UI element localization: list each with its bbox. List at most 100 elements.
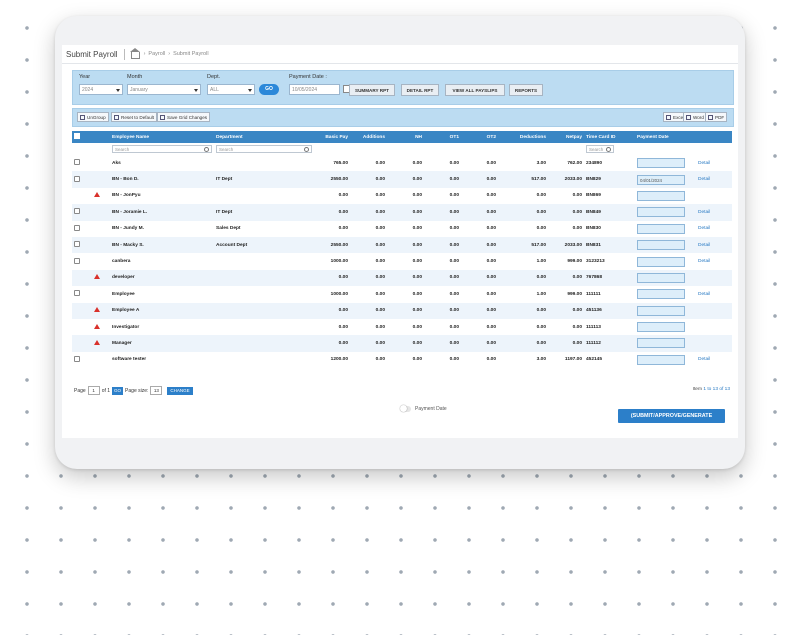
export-pdf-button[interactable]: PDF — [705, 112, 728, 122]
dept-select-value: ALL — [210, 87, 219, 93]
table-row[interactable]: canbera 1000.00 0.00 0.00 0.00 0.00 1.00 999.00… — [72, 253, 732, 269]
home-icon[interactable] — [129, 47, 140, 59]
col-basic-pay[interactable]: Basic Pay — [302, 131, 350, 143]
detail-cell — [696, 335, 732, 352]
year-select[interactable]: 2024 — [79, 84, 123, 95]
department-search-input[interactable]: Search — [216, 145, 312, 153]
payment-date-field[interactable] — [637, 158, 685, 169]
table-row[interactable]: BN - JonPyu 0.00 0.00 0.00 0.00 0.00 0.00 0.00 B… — [72, 188, 732, 204]
table-row[interactable]: Employee A 0.00 0.00 0.00 0.00 0.00 0.00 0.00 45… — [72, 302, 732, 319]
row-checkbox-cell[interactable] — [72, 171, 110, 188]
payment-date-toggle[interactable] — [400, 405, 411, 412]
payment-date-field[interactable] — [637, 256, 685, 267]
payment-date-field[interactable] — [637, 305, 685, 316]
save-grid-button[interactable]: Save Grid Changes — [157, 112, 211, 122]
payment-date-field[interactable] — [637, 240, 685, 251]
warning-icon — [94, 274, 100, 280]
payment-date-field[interactable] — [637, 190, 685, 201]
row-checkbox-cell[interactable] — [72, 253, 110, 269]
row-checkbox-cell[interactable] — [72, 155, 110, 171]
page-go-button[interactable]: GO — [112, 386, 124, 395]
dept-select[interactable]: ALL — [207, 84, 255, 95]
row-checkbox[interactable] — [74, 257, 80, 264]
table-row[interactable]: developer 0.00 0.00 0.00 0.00 0.00 0.00 0.00 767… — [72, 269, 732, 287]
nh-cell: 0.00 — [412, 291, 422, 297]
page-size-change-button[interactable]: CHANGE — [167, 386, 193, 395]
col-employee-name[interactable]: Employee Name — [110, 131, 214, 143]
page-number-input[interactable]: 1 — [87, 386, 100, 395]
ot1-cell: 0.00 — [449, 160, 459, 166]
payment-date-field[interactable] — [637, 223, 685, 234]
detail-link[interactable]: Detail — [698, 291, 711, 297]
col-netpay[interactable]: Netpay — [548, 131, 584, 143]
save-icon — [160, 115, 165, 120]
col-department[interactable]: Department — [214, 131, 302, 143]
row-checkbox[interactable] — [74, 241, 80, 248]
select-all-checkbox-cell[interactable] — [72, 131, 110, 143]
month-select[interactable]: January — [127, 84, 201, 95]
col-ot1[interactable]: OT1 — [424, 131, 461, 143]
detail-link[interactable]: Detail — [698, 209, 711, 215]
page-size-input[interactable]: 13 — [150, 386, 163, 395]
table-row[interactable]: BN - Joramie L. IT Dept 0.00 0.00 0.00 0.00 0.… — [72, 204, 732, 221]
row-checkbox[interactable] — [74, 290, 80, 297]
table-row[interactable]: Manager 0.00 0.00 0.00 0.00 0.00 0.00 0.00 11111… — [72, 335, 732, 352]
payment-date-input[interactable]: 10/05/2024 — [289, 84, 340, 95]
detail-rpt-button[interactable]: DETAIL RPT — [401, 84, 439, 96]
table-row[interactable]: Employee 1000.00 0.00 0.00 0.00 0.00 1.00 999.0… — [72, 286, 732, 302]
row-checkbox-cell[interactable] — [72, 236, 110, 254]
dept-label: Dept. — [207, 74, 221, 80]
employee-search-input[interactable]: Search — [112, 145, 212, 153]
table-row[interactable]: BN - Bon D. IT Dept 2550.00 0.00 0.00 0.00 0.0… — [72, 171, 732, 188]
row-checkbox-cell[interactable] — [72, 352, 110, 368]
detail-link[interactable]: Detail — [698, 160, 711, 166]
detail-cell: Detail — [696, 253, 732, 269]
detail-link[interactable]: Detail — [698, 242, 711, 248]
time-card-search-input[interactable]: Search — [586, 145, 614, 153]
detail-link[interactable]: Detail — [698, 259, 711, 265]
reports-button[interactable]: REPORTS — [509, 84, 543, 96]
row-checkbox[interactable] — [74, 355, 80, 362]
row-checkbox-cell[interactable] — [72, 286, 110, 302]
row-checkbox[interactable] — [74, 224, 80, 231]
detail-link[interactable]: Detail — [698, 226, 711, 232]
ungroup-button[interactable]: UnGroup — [77, 112, 109, 122]
col-time-card-id[interactable]: Time Card ID — [584, 131, 635, 143]
export-word-button[interactable]: Word — [683, 112, 707, 122]
payment-date-field[interactable] — [637, 207, 685, 218]
table-row[interactable]: Investigator 0.00 0.00 0.00 0.00 0.00 0.00 0.00… — [72, 319, 732, 335]
summary-rpt-button[interactable]: SUMMARY RPT — [349, 84, 395, 96]
col-additions[interactable]: Additions — [350, 131, 387, 143]
payment-date-cell — [635, 335, 696, 352]
reset-default-button[interactable]: Reset to Default — [111, 112, 157, 122]
select-all-checkbox[interactable] — [74, 133, 80, 139]
payment-date-cell: 04/01/2024 — [635, 171, 696, 188]
go-button[interactable]: GO — [259, 84, 279, 95]
payment-date-field[interactable] — [637, 322, 685, 333]
row-checkbox[interactable] — [74, 175, 80, 182]
payment-date-field[interactable] — [637, 289, 685, 300]
col-nh[interactable]: NH — [387, 131, 424, 143]
breadcrumb-payroll[interactable]: Payroll — [148, 51, 166, 57]
table-row[interactable]: BN - Macky S. Account Dept 2550.00 0.00 0.00… — [72, 236, 732, 254]
additions-cell: 0.00 — [350, 269, 387, 287]
row-checkbox[interactable] — [74, 159, 80, 166]
payment-date-field[interactable] — [637, 354, 685, 365]
time-card-id-cell: 234890 — [586, 160, 603, 166]
detail-link[interactable]: Detail — [698, 357, 711, 363]
row-checkbox-cell[interactable] — [72, 204, 110, 221]
table-row[interactable]: BN - Jundy M. Sales Dept 0.00 0.00 0.00 0.00 0… — [72, 221, 732, 237]
payment-date-field[interactable]: 04/01/2024 — [637, 174, 685, 185]
submit-payroll-button[interactable]: (SUBMIT/APPROVE/GENERATE PAYROLL) — [618, 409, 725, 433]
table-row[interactable]: Aks 765.00 0.00 0.00 0.00 0.00 3.00 762.00 23489… — [72, 155, 732, 171]
table-row[interactable]: software tester 1200.00 0.00 0.00 0.00 0.00 3.… — [72, 352, 732, 368]
row-checkbox[interactable] — [74, 208, 80, 215]
payment-date-field[interactable] — [637, 272, 685, 283]
row-checkbox-cell[interactable] — [72, 221, 110, 237]
col-deductions[interactable]: Deductions — [498, 131, 548, 143]
detail-link[interactable]: Detail — [698, 177, 711, 183]
view-all-payslips-button[interactable]: VIEW ALL PAYSLIPS — [445, 84, 505, 96]
col-payment-date[interactable]: Payment Date — [635, 131, 696, 143]
col-ot2[interactable]: OT2 — [461, 131, 498, 143]
payment-date-field[interactable] — [637, 338, 685, 349]
